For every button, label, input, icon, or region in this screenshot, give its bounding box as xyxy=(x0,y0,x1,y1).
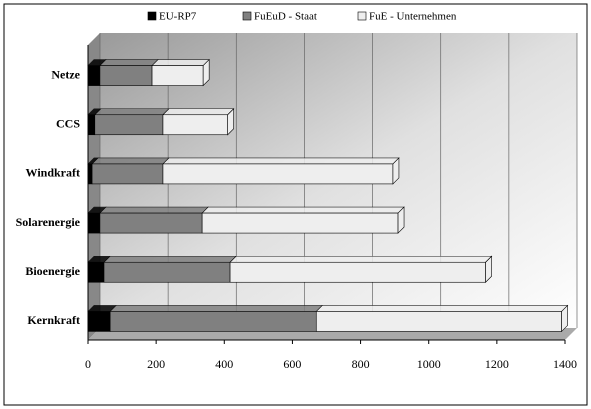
y-tick-label: Netze xyxy=(51,67,80,81)
bar-side xyxy=(397,206,405,234)
bar xyxy=(315,311,562,332)
x-tick-label: 600 xyxy=(283,357,301,371)
bar xyxy=(229,261,486,283)
y-tick-label: Bioenergie xyxy=(25,264,80,278)
y-tick-label: Windkraft xyxy=(26,166,80,180)
bar-side xyxy=(392,157,400,185)
bar-top xyxy=(103,255,237,263)
legend-swatch xyxy=(147,11,157,21)
x-tick-label: 200 xyxy=(147,357,165,371)
y-tick-label: Kernkraft xyxy=(27,313,80,327)
bar-top xyxy=(229,255,493,263)
bar xyxy=(87,163,93,185)
x-tick-label: 1000 xyxy=(417,357,441,371)
legend-label: EU-RP7 xyxy=(159,11,197,23)
bar xyxy=(87,311,111,332)
legend-swatch xyxy=(242,11,252,21)
legend: EU-RP7 FuEuD - Staat FuE - Unternehmen xyxy=(147,11,457,23)
bar xyxy=(201,212,399,234)
y-tick-label: Solarenergie xyxy=(16,215,81,229)
bar xyxy=(99,212,203,234)
bar xyxy=(99,65,153,86)
bar-top xyxy=(201,206,405,214)
bar xyxy=(87,114,96,136)
bar-top xyxy=(151,59,210,66)
bar xyxy=(87,212,101,234)
bar-top xyxy=(162,157,400,165)
legend-label: FuEuD - Staat xyxy=(254,11,317,23)
legend-swatch xyxy=(357,11,367,21)
x-tick-label: 1200 xyxy=(485,357,509,371)
bar xyxy=(151,65,204,86)
x-tick-label: 1400 xyxy=(553,357,577,371)
bar xyxy=(162,114,228,136)
bar-top xyxy=(94,108,170,116)
bar xyxy=(94,114,164,136)
bar-top xyxy=(99,59,159,66)
bar xyxy=(87,65,101,86)
bar xyxy=(162,163,394,185)
x-tick-label: 400 xyxy=(215,357,233,371)
legend-label: FuE - Unternehmen xyxy=(369,11,457,23)
bar xyxy=(87,261,105,283)
bar-top xyxy=(91,157,170,165)
bar-top xyxy=(315,305,569,312)
y-tick-label: CCS xyxy=(56,117,80,131)
x-tick-label: 800 xyxy=(352,357,370,371)
bar-top xyxy=(162,108,235,116)
bar-top xyxy=(99,206,209,214)
bar-side xyxy=(227,108,234,136)
bar xyxy=(109,311,317,332)
bar-side xyxy=(561,304,568,333)
bar-top xyxy=(109,305,324,312)
bar xyxy=(91,163,164,185)
bar xyxy=(103,261,231,283)
bar-side xyxy=(202,58,210,87)
x-tick-label: 0 xyxy=(85,357,91,371)
bar-side xyxy=(485,255,492,283)
